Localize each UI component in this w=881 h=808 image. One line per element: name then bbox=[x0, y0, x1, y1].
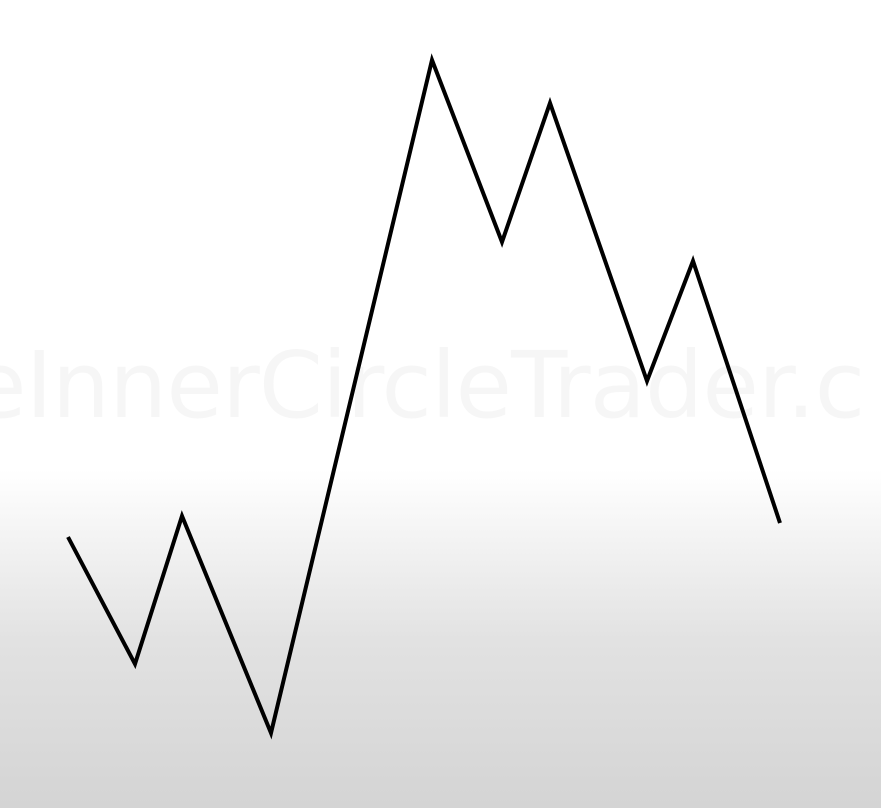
price-path bbox=[66, 53, 782, 740]
